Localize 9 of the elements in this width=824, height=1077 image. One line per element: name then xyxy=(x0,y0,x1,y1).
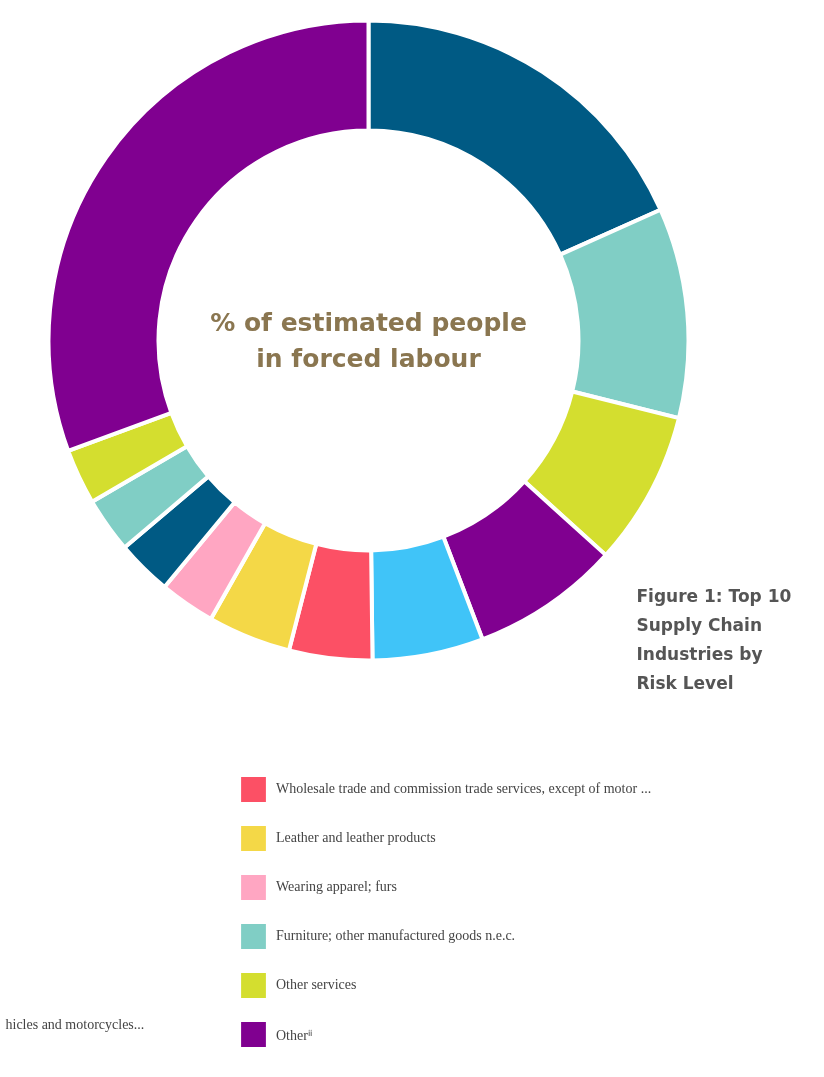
text: % of estimated people in forced labour xyxy=(210,307,527,374)
legend-label: Wearing apparel; furs xyxy=(276,879,397,895)
legend-label: Wholesale trade and commission trade services, except of motor ... xyxy=(276,781,652,797)
text: Figure 1: Top 10 Supply Chain Industries by Risk Level xyxy=(636,585,792,693)
legend-label: Otherⁱⁱ xyxy=(276,1026,312,1044)
legend-label: Other services xyxy=(276,977,357,993)
legend-label: Furniture; other manufactured goods n.e.c. xyxy=(276,928,516,944)
legend-label: Leather and leather products xyxy=(276,830,436,846)
text: hicles and motorcycles... xyxy=(5,1017,145,1032)
